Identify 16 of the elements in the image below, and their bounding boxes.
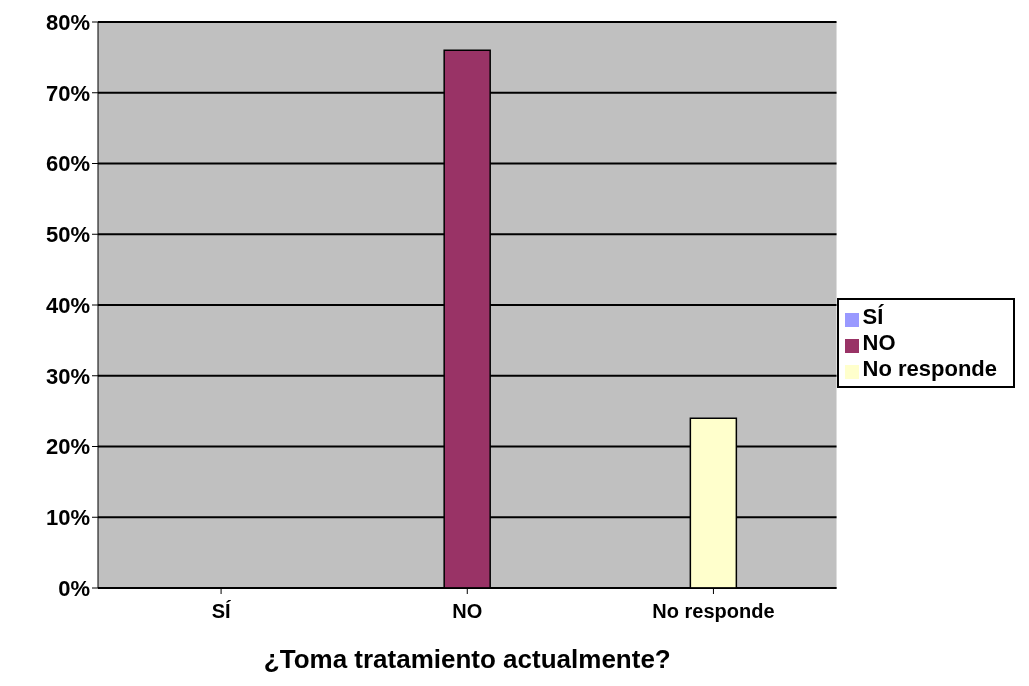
legend-label: SÍ bbox=[862, 304, 884, 329]
y-tick-label: 60% bbox=[45, 151, 90, 177]
y-tick-label: 70% bbox=[45, 80, 90, 106]
y-tick-label: 40% bbox=[45, 292, 90, 318]
y-tick-label: 20% bbox=[45, 434, 90, 460]
x-tick-label: No responde bbox=[652, 600, 775, 623]
x-tick-label: SÍ bbox=[211, 600, 231, 623]
y-tick-label: 0% bbox=[58, 575, 90, 601]
x-axis-title: ¿Toma tratamiento actualmente? bbox=[263, 644, 671, 674]
y-tick-label: 80% bbox=[45, 9, 90, 35]
y-tick-label: 10% bbox=[45, 505, 90, 531]
x-tick-label: NO bbox=[452, 600, 483, 623]
legend-label: NO bbox=[862, 330, 896, 355]
legend-label: No responde bbox=[862, 356, 997, 381]
y-tick-label: 30% bbox=[45, 363, 90, 389]
y-tick-label: 50% bbox=[45, 222, 90, 248]
